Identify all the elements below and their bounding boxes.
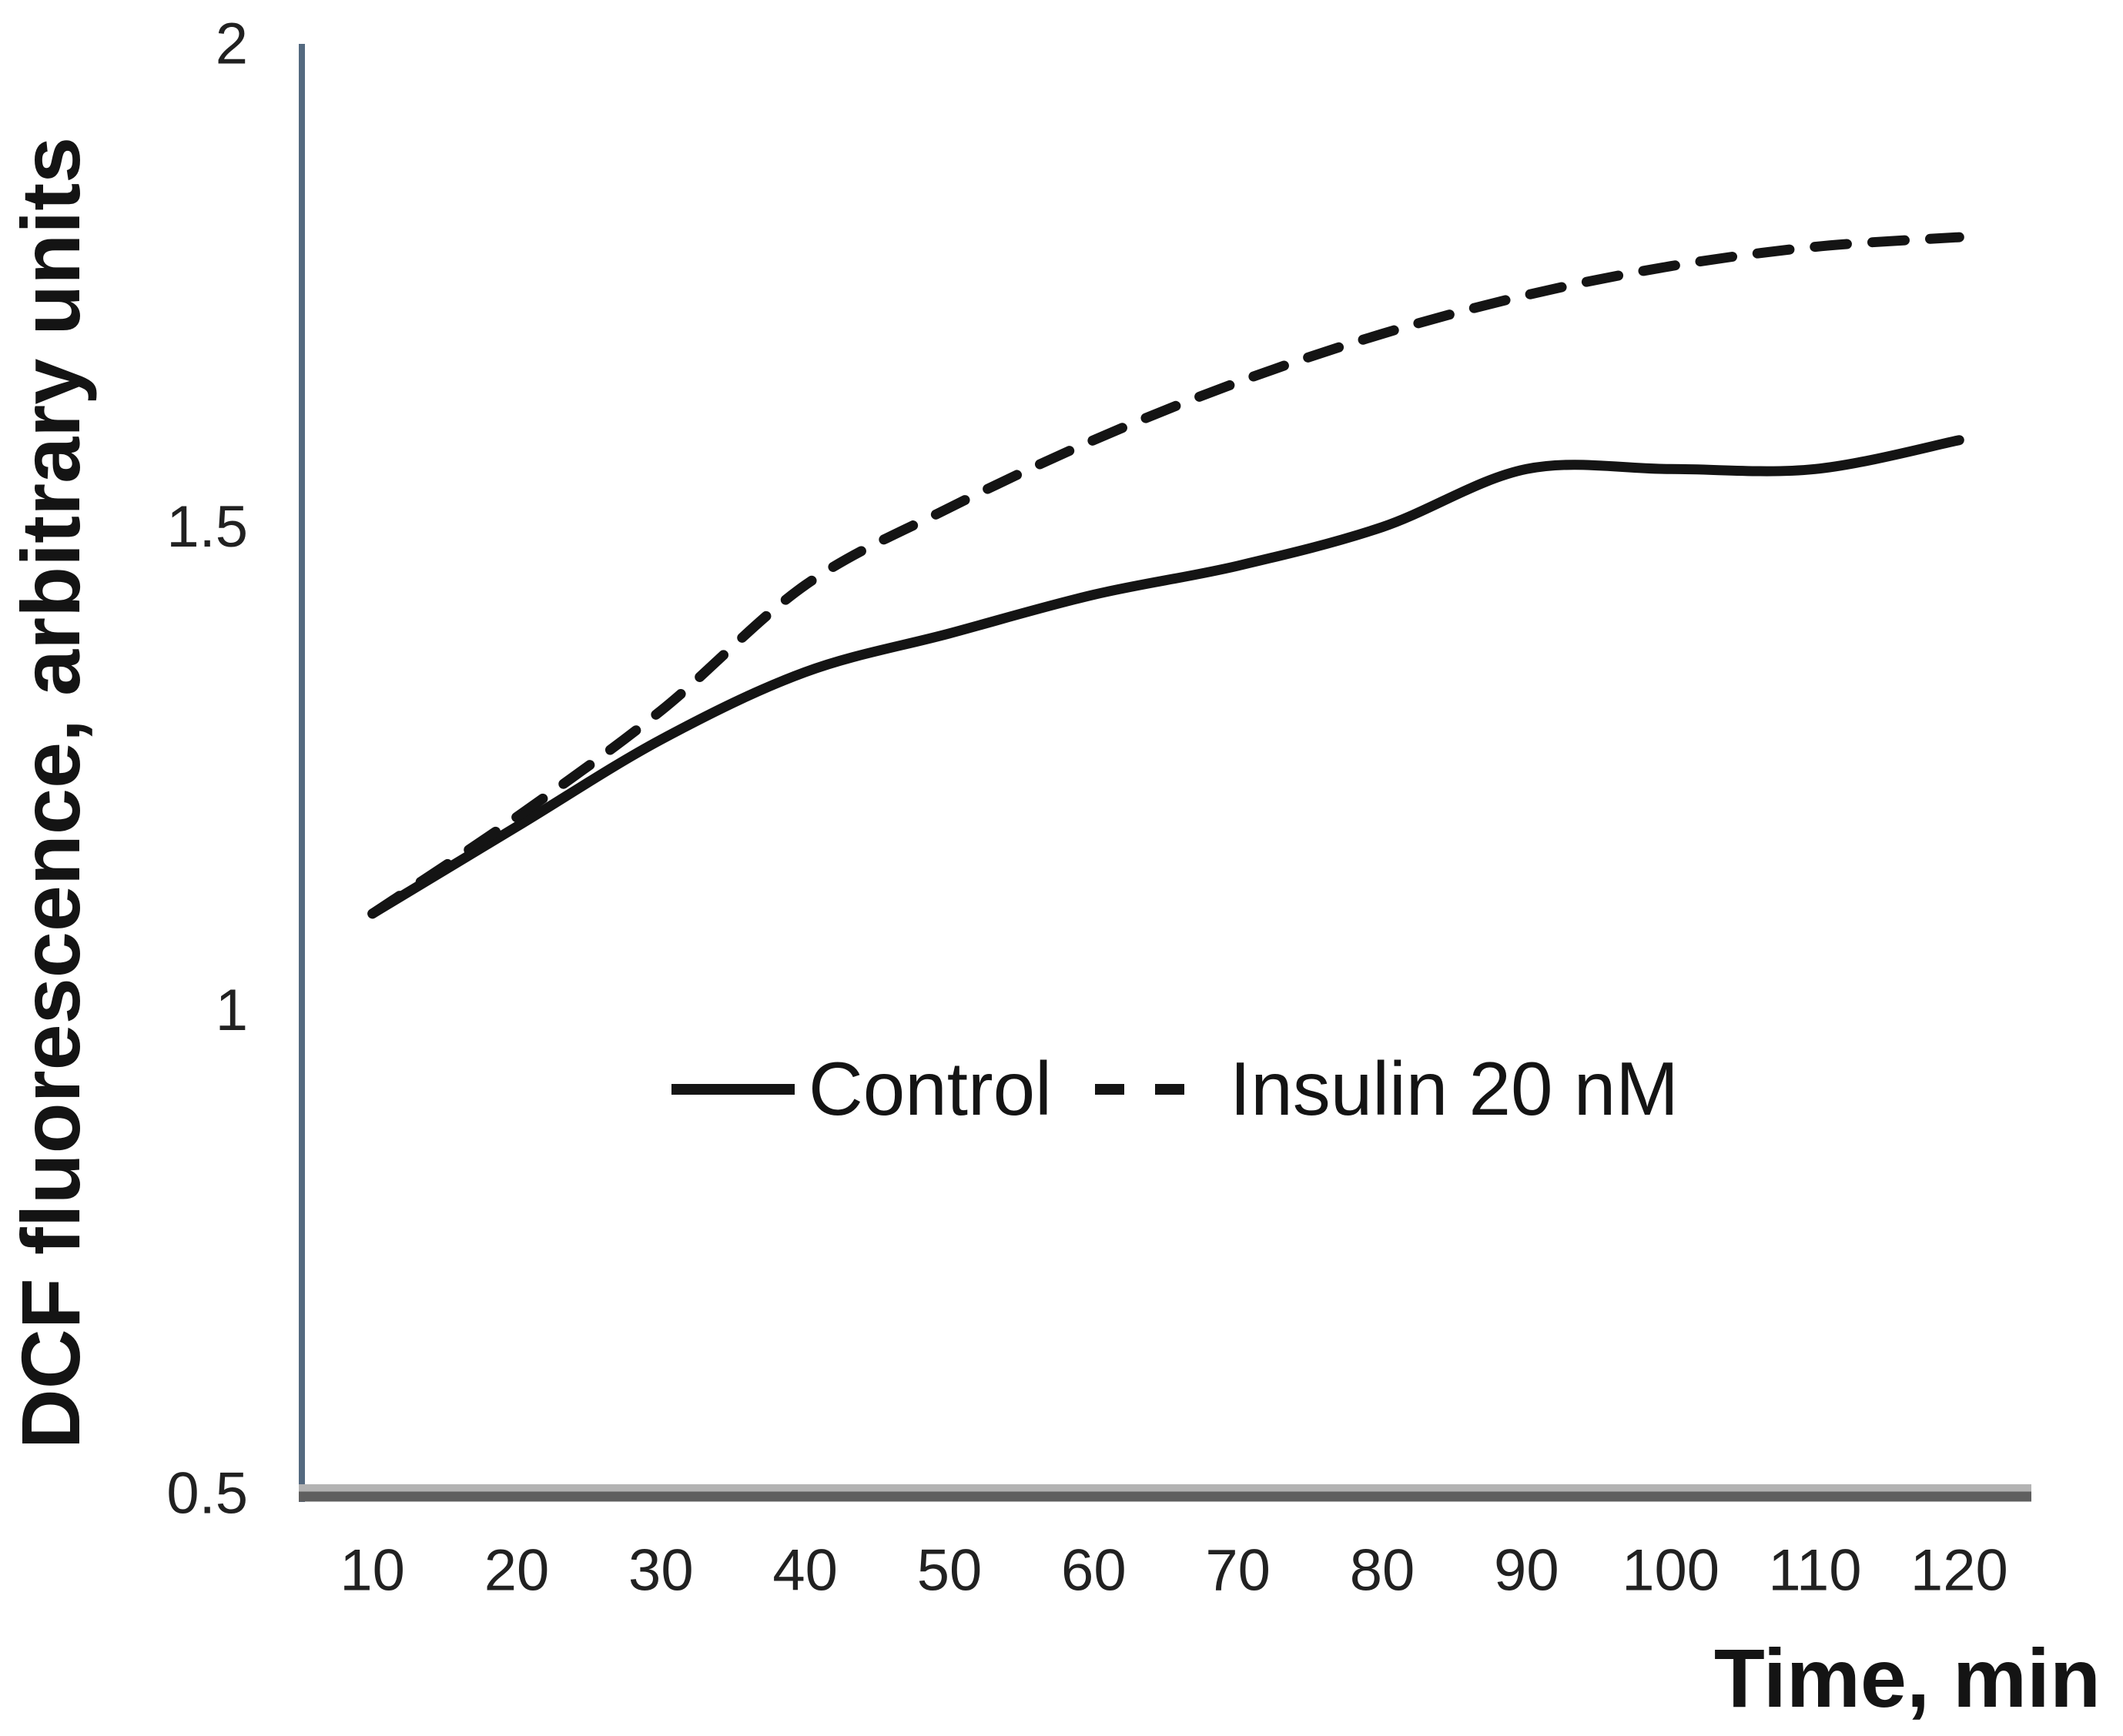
y-tick-label: 0.5 (166, 1461, 248, 1527)
legend: Control Insulin 20 nM (671, 1046, 1679, 1131)
series-line-control (367, 435, 1964, 919)
x-tick-label: 40 (772, 1538, 838, 1604)
x-tick-label: 30 (628, 1538, 694, 1604)
x-axis-tick-labels: 10 20 30 40 50 60 70 80 90 100 110 120 (340, 1538, 2007, 1604)
y-axis-tick-labels: 0.5 1 1.5 2 (166, 12, 248, 1527)
y-tick-label: 1 (216, 978, 248, 1043)
x-tick-label: 50 (917, 1538, 983, 1604)
x-tick-label: 60 (1061, 1538, 1127, 1604)
legend-control-label: Control (809, 1046, 1052, 1131)
legend-insulin-label: Insulin 20 nM (1230, 1046, 1679, 1131)
x-tick-label: 20 (484, 1538, 550, 1604)
series-layer (367, 232, 1964, 919)
y-tick-label: 1.5 (166, 494, 248, 560)
x-tick-label: 10 (340, 1538, 405, 1604)
x-tick-label: 80 (1350, 1538, 1415, 1604)
series-line-insulin-20-nm (367, 232, 1964, 919)
x-tick-label: 70 (1205, 1538, 1271, 1604)
y-tick-label: 2 (216, 12, 248, 77)
x-axis-title: Time, min (1714, 1631, 2101, 1724)
x-tick-label: 110 (1768, 1538, 1861, 1604)
x-tick-label: 90 (1494, 1538, 1559, 1604)
y-axis-title: DCF fluorescence, arbitrary units (4, 137, 97, 1449)
x-tick-label: 120 (1910, 1538, 2008, 1604)
x-tick-label: 100 (1622, 1538, 1719, 1604)
